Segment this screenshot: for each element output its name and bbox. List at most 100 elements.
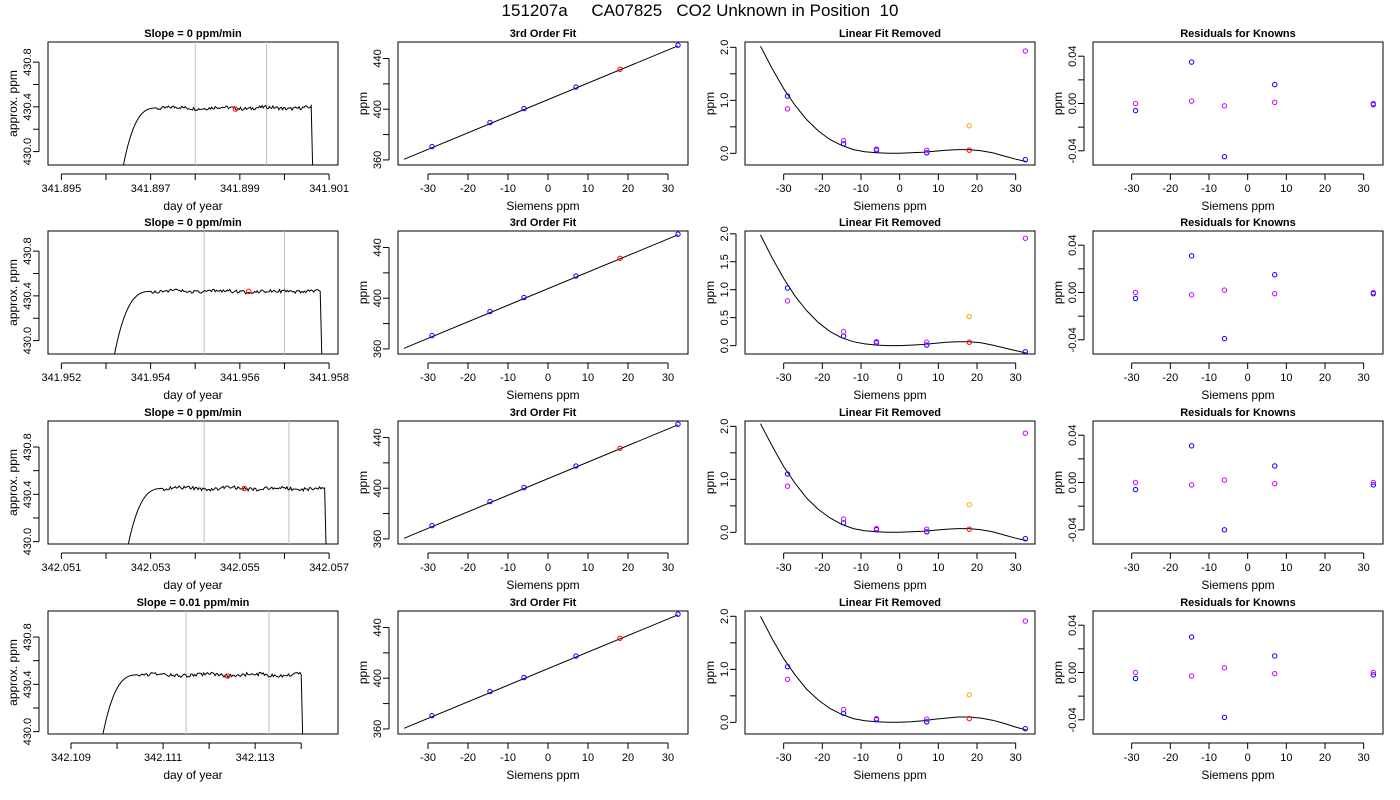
data-point [487,119,493,126]
x-axis-label: day of year [163,578,222,592]
y-tick-label: 360 [372,340,384,358]
data-point [1370,100,1377,107]
fit-curve [760,423,1028,542]
y-tick-label: 0.00 [1067,93,1079,114]
data-point [924,147,930,153]
x-axis-label: Siemens ppm [853,578,926,592]
chart-panel: Linear Fit Removed -30 -20 -10 0 10 20 30 Siemen… [703,597,1036,782]
chart-panel: 3rd Order Fit -30 -20 -10 0 10 20 30 Siemens ppm… [356,597,689,782]
data-point [1022,349,1029,354]
x-tick-label: 20 [1319,183,1331,195]
y-tick-label: 430.4 [22,282,34,310]
data-point [1188,443,1195,449]
plot-marks [403,42,681,160]
data-point [1370,479,1377,486]
x-tick-label: -10 [500,372,516,384]
fit-line [403,424,679,539]
x-tick-label: 20 [1319,752,1331,764]
data-point [429,332,435,339]
x-tick-label: -30 [776,752,792,764]
y-tick-label: 2.0 [719,609,731,624]
signal-trace [122,103,314,165]
x-tick-label: 0 [545,562,551,574]
x-tick-label: -10 [1201,372,1217,384]
data-point [840,710,847,717]
x-tick-label: 0 [1245,562,1251,574]
y-tick-label: 440 [372,428,384,446]
data-point [784,106,791,112]
data-point [617,445,623,451]
y-tick-label: 0.04 [1067,234,1079,255]
plot-frame [397,420,689,545]
x-tick-label: 20 [622,562,634,574]
x-tick-label: -30 [1124,562,1140,574]
data-point [873,525,880,532]
data-point [487,498,493,505]
x-tick-label: 20 [1319,372,1331,384]
x-tick-label: 341.897 [131,183,171,195]
x-tick-label: 341.958 [309,372,349,384]
y-axis-label: approx. ppm [6,70,20,137]
x-tick-label: 20 [622,752,634,764]
x-tick-label: 30 [1358,562,1370,574]
y-axis-label: ppm [356,471,370,494]
y-tick-label: 1.0 [719,93,731,108]
x-tick-label: -30 [1124,372,1140,384]
plot-frame [47,41,339,166]
panel-title: Residuals for Knowns [1180,28,1296,40]
data-point [966,502,972,508]
plot-frame [397,610,689,735]
chart-panel: Linear Fit Removed -30 -20 -10 0 10 20 30 Siemen… [703,28,1036,213]
unknown-marker [241,485,248,492]
x-tick-label: 10 [1280,562,1292,574]
data-point [1272,653,1278,659]
data-point [1370,672,1377,678]
plot-marks [127,421,327,544]
x-tick-label: 30 [1358,372,1370,384]
x-tick-label: 30 [662,752,674,764]
data-point [1132,100,1139,107]
x-tick-label: -20 [460,372,476,384]
plot-frame [744,420,1036,545]
y-tick-label: 400 [372,479,384,497]
plot-frame [397,41,689,166]
panel-title: Slope = 0.01 ppm/min [137,597,250,609]
x-tick-label: -20 [1162,183,1178,195]
y-tick-label: 1.0 [719,282,731,297]
x-tick-label: -20 [814,562,830,574]
data-point [840,333,847,339]
chart-panel: Residuals for Knowns -30 -20 -10 0 10 20 30 Siem… [1051,217,1384,402]
x-tick-label: 30 [662,372,674,384]
x-axis-label: Siemens ppm [1201,388,1274,402]
panel-title: Linear Fit Removed [839,28,941,40]
y-tick-label: 0.00 [1067,282,1079,303]
x-tick-label: 0 [897,562,903,574]
y-tick-label: 430.0 [22,718,34,746]
data-point [429,712,435,719]
data-point [966,123,972,129]
data-point [1022,156,1029,163]
y-tick-label: 400 [372,100,384,118]
data-point [1022,535,1029,542]
x-tick-label: 0 [545,372,551,384]
x-tick-label: -20 [814,752,830,764]
y-tick-label: 360 [372,151,384,169]
y-tick-label: 400 [372,289,384,307]
data-point [1370,289,1377,296]
x-tick-label: 20 [971,752,983,764]
x-tick-label: 30 [662,183,674,195]
plot-marks [760,616,1029,732]
x-tick-label: 20 [622,372,634,384]
data-point [840,706,847,713]
data-point [1132,669,1139,676]
y-axis-label: ppm [356,661,370,684]
x-tick-label: -10 [1201,752,1217,764]
y-tick-label: 1.5 [719,254,731,269]
plot-marks [1132,59,1377,160]
data-point [1370,669,1377,676]
x-tick-label: 341.956 [220,372,260,384]
data-point [1272,81,1278,88]
x-axis-label: day of year [163,199,222,213]
x-axis-label: day of year [163,388,222,402]
data-point [675,42,681,48]
